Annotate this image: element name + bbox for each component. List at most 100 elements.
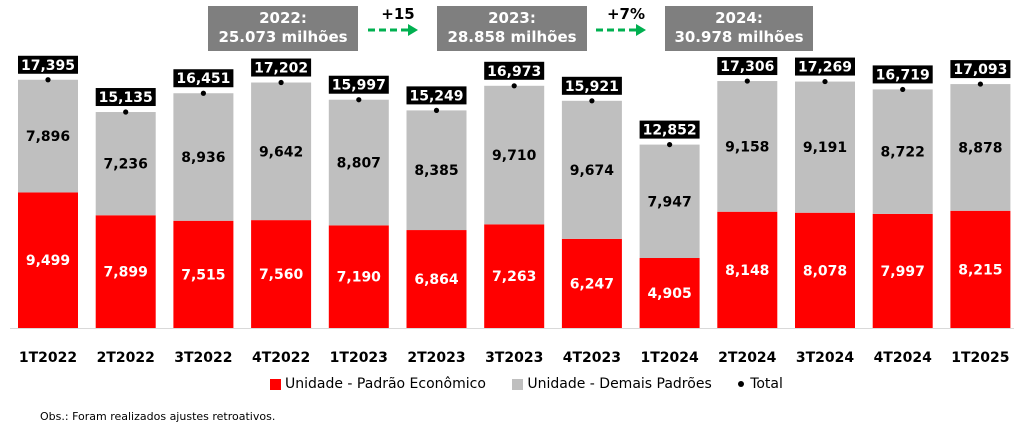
total-label-4T2023: 15,921 bbox=[565, 79, 619, 95]
total-dot-2T2024 bbox=[744, 78, 750, 84]
total-box-4T2022 bbox=[251, 58, 312, 77]
x-tick-3T2023: 3T2023 bbox=[485, 350, 543, 366]
label-demais-4T2024: 8,722 bbox=[881, 145, 925, 161]
total-dot-4T2023 bbox=[589, 98, 595, 104]
label-economico-1T2025: 8,215 bbox=[958, 262, 1002, 278]
bar-demais-1T2025 bbox=[950, 84, 1011, 211]
total-dot-3T2022 bbox=[200, 90, 206, 96]
bar-demais-1T2024 bbox=[639, 144, 700, 259]
total-label-4T2024: 16,719 bbox=[876, 67, 930, 83]
bar-economico-1T2022 bbox=[18, 192, 78, 328]
legend-label-total: Total bbox=[750, 376, 783, 392]
bar-economico-2T2024 bbox=[717, 211, 778, 328]
label-economico-2T2024: 8,148 bbox=[725, 263, 769, 279]
total-box-2T2023 bbox=[406, 86, 467, 105]
bar-economico-3T2023 bbox=[484, 224, 545, 328]
year-2023-summary: 2023: 28.858 milhões bbox=[437, 6, 587, 51]
total-label-2T2024: 17,306 bbox=[720, 59, 774, 75]
year-2023-value: 28.858 milhões bbox=[447, 28, 577, 46]
year-2024-label: 2024: bbox=[715, 9, 763, 27]
total-label-2T2022: 15,135 bbox=[99, 90, 153, 106]
label-demais-2T2023: 8,385 bbox=[414, 163, 458, 179]
bar-economico-1T2024 bbox=[639, 258, 700, 328]
label-economico-2T2023: 6,864 bbox=[414, 272, 459, 288]
total-label-3T2024: 17,269 bbox=[798, 60, 852, 76]
total-dot-1T2023 bbox=[356, 97, 362, 103]
label-demais-3T2023: 9,710 bbox=[492, 148, 537, 164]
total-box-1T2024 bbox=[639, 120, 700, 139]
bar-demais-2T2024 bbox=[717, 81, 778, 212]
growth-arrow-head-1 bbox=[408, 24, 418, 36]
legend-dot-total bbox=[738, 381, 745, 387]
x-tick-3T2024: 3T2024 bbox=[796, 350, 855, 366]
total-dot-2T2022 bbox=[123, 109, 129, 115]
total-box-1T2022 bbox=[18, 55, 78, 74]
bar-demais-1T2023 bbox=[328, 99, 389, 226]
total-box-1T2023 bbox=[328, 75, 389, 94]
legend-item-economico: Unidade - Padrão Econômico bbox=[270, 376, 486, 392]
total-label-3T2022: 16,451 bbox=[176, 71, 230, 87]
total-dot-3T2024 bbox=[822, 78, 828, 85]
label-demais-1T2023: 8,807 bbox=[337, 156, 381, 172]
bar-economico-1T2023 bbox=[328, 225, 389, 328]
bar-economico-3T2022 bbox=[173, 220, 234, 328]
total-box-4T2023 bbox=[561, 76, 622, 95]
bar-demais-3T2024 bbox=[795, 81, 855, 213]
year-2022-value: 25.073 milhões bbox=[218, 28, 348, 46]
total-label-1T2023: 15,997 bbox=[332, 78, 386, 94]
x-tick-4T2023: 4T2023 bbox=[563, 350, 621, 366]
label-economico-4T2022: 7,560 bbox=[259, 267, 304, 283]
legend-item-total: Total bbox=[738, 376, 783, 392]
bar-economico-1T2025 bbox=[950, 210, 1011, 328]
total-dot-4T2024 bbox=[900, 86, 906, 93]
year-2022-summary: 2022: 25.073 milhões bbox=[208, 6, 358, 51]
total-dot-4T2022 bbox=[278, 79, 284, 86]
bar-economico-2T2023 bbox=[406, 230, 467, 328]
x-tick-1T2024: 1T2024 bbox=[640, 350, 699, 366]
bar-economico-4T2023 bbox=[561, 238, 622, 328]
x-tick-3T2022: 3T2022 bbox=[174, 350, 232, 366]
label-economico-1T2022: 9,499 bbox=[26, 253, 70, 269]
bar-economico-4T2022 bbox=[251, 220, 312, 328]
x-tick-4T2024: 4T2024 bbox=[874, 350, 933, 366]
bar-demais-1T2022 bbox=[18, 79, 78, 193]
total-label-1T2024: 12,852 bbox=[643, 123, 697, 139]
total-box-3T2023 bbox=[484, 61, 545, 80]
bar-demais-2T2022 bbox=[95, 112, 156, 216]
label-demais-1T2024: 7,947 bbox=[647, 194, 691, 210]
bar-demais-4T2023 bbox=[561, 100, 622, 239]
bar-demais-4T2024 bbox=[872, 89, 933, 214]
total-label-3T2023: 16,973 bbox=[487, 64, 541, 80]
year-2022-label: 2022: bbox=[259, 9, 307, 27]
label-economico-1T2024: 4,905 bbox=[647, 286, 691, 302]
bar-economico-4T2024 bbox=[872, 213, 933, 328]
label-economico-3T2024: 8,078 bbox=[803, 263, 847, 279]
year-2024-value: 30.978 milhões bbox=[674, 28, 804, 46]
bar-demais-2T2023 bbox=[406, 110, 467, 231]
bar-economico-2T2022 bbox=[95, 215, 156, 328]
x-tick-2T2024: 2T2024 bbox=[718, 350, 777, 366]
legend-label-economico: Unidade - Padrão Econômico bbox=[285, 376, 486, 392]
label-demais-3T2022: 8,936 bbox=[181, 150, 225, 166]
x-tick-1T2022: 1T2022 bbox=[19, 350, 77, 366]
label-demais-2T2022: 7,236 bbox=[104, 157, 148, 173]
x-tick-1T2023: 1T2023 bbox=[330, 350, 388, 366]
x-tick-2T2023: 2T2023 bbox=[407, 350, 465, 366]
label-demais-4T2022: 9,642 bbox=[259, 144, 303, 160]
bar-demais-3T2022 bbox=[173, 93, 234, 221]
legend-label-demais: Unidade - Demais Padrões bbox=[527, 376, 712, 392]
total-label-2T2023: 15,249 bbox=[409, 88, 463, 104]
year-2024-summary: 2024: 30.978 milhões bbox=[665, 6, 813, 51]
total-dot-2T2023 bbox=[433, 107, 440, 113]
x-tick-1T2025: 1T2025 bbox=[951, 350, 1009, 366]
label-demais-2T2024: 9,158 bbox=[725, 139, 769, 155]
total-dot-1T2022 bbox=[45, 77, 51, 83]
legend-swatch-gray bbox=[512, 378, 524, 390]
legend-item-demais: Unidade - Demais Padrões bbox=[512, 376, 712, 392]
legend: Unidade - Padrão Econômico Unidade - Dem… bbox=[270, 376, 805, 392]
label-demais-3T2024: 9,191 bbox=[803, 140, 847, 156]
total-label-4T2022: 17,202 bbox=[254, 61, 308, 77]
total-box-2T2024 bbox=[717, 57, 778, 76]
total-label-1T2025: 17,093 bbox=[953, 62, 1007, 78]
total-dot-3T2023 bbox=[511, 83, 517, 89]
